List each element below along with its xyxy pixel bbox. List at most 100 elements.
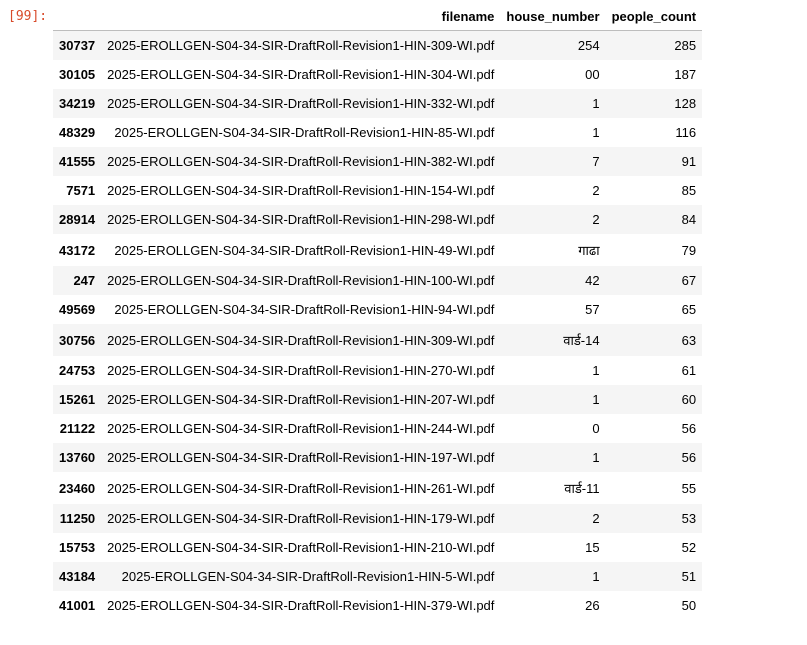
cell-filename: 2025-EROLLGEN-S04-34-SIR-DraftRoll-Revis… xyxy=(107,332,495,348)
cell-people-count: 91 xyxy=(681,154,697,169)
row-index: 13760 xyxy=(59,450,96,465)
cell-people-count: 67 xyxy=(681,273,697,288)
cell-people-count: 53 xyxy=(681,511,697,526)
cell-filename: 2025-EROLLGEN-S04-34-SIR-DraftRoll-Revis… xyxy=(107,421,495,436)
row-index: 24753 xyxy=(59,363,96,378)
row-index: 7571 xyxy=(66,183,96,198)
cell-house-number: 0 xyxy=(592,421,600,436)
cell-house-number: 15 xyxy=(585,540,600,555)
table-row: 28914 2025-EROLLGEN-S04-34-SIR-DraftRoll-… xyxy=(53,205,703,234)
cell-people-count: 285 xyxy=(674,38,697,53)
cell-people-count: 60 xyxy=(681,392,697,407)
row-index: 43172 xyxy=(59,242,96,258)
table-row: 41001 2025-EROLLGEN-S04-34-SIR-DraftRoll-… xyxy=(53,591,703,620)
cell-house-number: 7 xyxy=(592,154,600,169)
cell-filename: 2025-EROLLGEN-S04-34-SIR-DraftRoll-Revis… xyxy=(107,67,495,82)
cell-people-count: 52 xyxy=(681,540,697,555)
column-header-house-number: house_number xyxy=(500,3,606,31)
cell-house-number: 1 xyxy=(592,96,600,111)
cell-house-number: 254 xyxy=(577,38,600,53)
cell-filename: 2025-EROLLGEN-S04-34-SIR-DraftRoll-Revis… xyxy=(107,480,495,496)
table-row: 15261 2025-EROLLGEN-S04-34-SIR-DraftRoll-… xyxy=(53,385,703,414)
table-row: 34219 2025-EROLLGEN-S04-34-SIR-DraftRoll-… xyxy=(53,89,703,118)
table-row: 11250 2025-EROLLGEN-S04-34-SIR-DraftRoll-… xyxy=(53,504,703,533)
cell-execution-count: [99]: xyxy=(8,9,48,24)
cell-filename: 2025-EROLLGEN-S04-34-SIR-DraftRoll-Revis… xyxy=(107,212,495,227)
cell-filename: 2025-EROLLGEN-S04-34-SIR-DraftRoll-Revis… xyxy=(107,450,495,465)
cell-people-count: 187 xyxy=(674,67,697,82)
cell-filename: 2025-EROLLGEN-S04-34-SIR-DraftRoll-Revis… xyxy=(107,392,495,407)
dataframe-table: filename house_number people_count 30737… xyxy=(53,3,703,620)
cell-people-count: 61 xyxy=(681,363,697,378)
table-row: 41555 2025-EROLLGEN-S04-34-SIR-DraftRoll-… xyxy=(53,147,703,176)
cell-people-count: 50 xyxy=(681,598,697,613)
cell-people-count: 84 xyxy=(681,212,697,227)
row-index: 34219 xyxy=(59,96,96,111)
table-row: 30737 2025-EROLLGEN-S04-34-SIR-DraftRoll-… xyxy=(53,30,703,60)
cell-house-number: 42 xyxy=(585,273,600,288)
table-row: 49569 2025-EROLLGEN-S04-34-SIR-DraftRoll-… xyxy=(53,295,703,324)
cell-people-count: 56 xyxy=(681,450,697,465)
row-index: 15261 xyxy=(59,392,96,407)
cell-house-number: 00 xyxy=(585,67,600,82)
table-row: 30105 2025-EROLLGEN-S04-34-SIR-DraftRoll-… xyxy=(53,60,703,89)
cell-filename: 2025-EROLLGEN-S04-34-SIR-DraftRoll-Revis… xyxy=(114,242,495,258)
cell-house-number: गाढा xyxy=(578,242,600,258)
cell-people-count: 116 xyxy=(675,125,697,140)
cell-filename: 2025-EROLLGEN-S04-34-SIR-DraftRoll-Revis… xyxy=(107,273,495,288)
row-index: 43184 xyxy=(59,569,96,584)
table-row: 23460 2025-EROLLGEN-S04-34-SIR-DraftRoll-… xyxy=(53,472,703,504)
table-row: 247 2025-EROLLGEN-S04-34-SIR-DraftRoll-Re… xyxy=(53,266,703,295)
row-index: 15753 xyxy=(59,540,96,555)
cell-filename: 2025-EROLLGEN-S04-34-SIR-DraftRoll-Revis… xyxy=(107,598,495,613)
cell-house-number: 1 xyxy=(592,569,600,584)
row-index: 30756 xyxy=(59,332,96,348)
row-index: 30737 xyxy=(59,38,96,53)
table-row: 24753 2025-EROLLGEN-S04-34-SIR-DraftRoll-… xyxy=(53,356,703,385)
cell-people-count: 128 xyxy=(674,96,697,111)
cell-output: filename house_number people_count 30737… xyxy=(53,3,703,620)
column-header-filename: filename xyxy=(101,3,501,31)
cell-filename: 2025-EROLLGEN-S04-34-SIR-DraftRoll-Revis… xyxy=(114,125,495,140)
table-row: 43172 2025-EROLLGEN-S04-34-SIR-DraftRoll-… xyxy=(53,234,703,266)
cell-people-count: 56 xyxy=(681,421,697,436)
cell-people-count: 65 xyxy=(681,302,697,317)
row-index: 21122 xyxy=(59,421,96,436)
table-row: 48329 2025-EROLLGEN-S04-34-SIR-DraftRoll-… xyxy=(53,118,703,147)
cell-house-number: 2 xyxy=(592,183,600,198)
cell-filename: 2025-EROLLGEN-S04-34-SIR-DraftRoll-Revis… xyxy=(107,38,495,53)
cell-house-number: 1 xyxy=(592,125,600,140)
row-index: 23460 xyxy=(59,480,96,496)
cell-people-count: 55 xyxy=(681,480,697,496)
column-header-people-count: people_count xyxy=(605,3,703,31)
cell-house-number: वार्ड-11 xyxy=(564,480,600,496)
cell-filename: 2025-EROLLGEN-S04-34-SIR-DraftRoll-Revis… xyxy=(107,183,495,198)
row-index: 247 xyxy=(73,273,96,288)
table-header-row: filename house_number people_count xyxy=(53,3,703,31)
cell-house-number: 1 xyxy=(592,450,600,465)
table-row: 30756 2025-EROLLGEN-S04-34-SIR-DraftRoll-… xyxy=(53,324,703,356)
table-row: 15753 2025-EROLLGEN-S04-34-SIR-DraftRoll-… xyxy=(53,533,703,562)
cell-people-count: 51 xyxy=(681,569,697,584)
cell-house-number: 57 xyxy=(585,302,600,317)
cell-house-number: 1 xyxy=(592,363,600,378)
cell-people-count: 85 xyxy=(681,183,697,198)
row-index: 41555 xyxy=(59,154,96,169)
row-index: 28914 xyxy=(59,212,96,227)
cell-house-number: 2 xyxy=(592,511,600,526)
index-column-header xyxy=(53,3,102,31)
cell-house-number: 1 xyxy=(592,392,600,407)
row-index: 41001 xyxy=(59,598,96,613)
cell-people-count: 79 xyxy=(681,242,697,258)
cell-filename: 2025-EROLLGEN-S04-34-SIR-DraftRoll-Revis… xyxy=(107,511,495,526)
cell-filename: 2025-EROLLGEN-S04-34-SIR-DraftRoll-Revis… xyxy=(107,540,495,555)
table-row: 43184 2025-EROLLGEN-S04-34-SIR-DraftRoll-… xyxy=(53,562,703,591)
cell-filename: 2025-EROLLGEN-S04-34-SIR-DraftRoll-Revis… xyxy=(107,96,495,111)
cell-filename: 2025-EROLLGEN-S04-34-SIR-DraftRoll-Revis… xyxy=(114,302,495,317)
table-row: 21122 2025-EROLLGEN-S04-34-SIR-DraftRoll-… xyxy=(53,414,703,443)
table-row: 7571 2025-EROLLGEN-S04-34-SIR-DraftRoll-R… xyxy=(53,176,703,205)
table-body: 30737 2025-EROLLGEN-S04-34-SIR-DraftRoll-… xyxy=(53,30,703,620)
cell-house-number: 2 xyxy=(592,212,600,227)
cell-house-number: 26 xyxy=(585,598,600,613)
cell-filename: 2025-EROLLGEN-S04-34-SIR-DraftRoll-Revis… xyxy=(121,569,495,584)
